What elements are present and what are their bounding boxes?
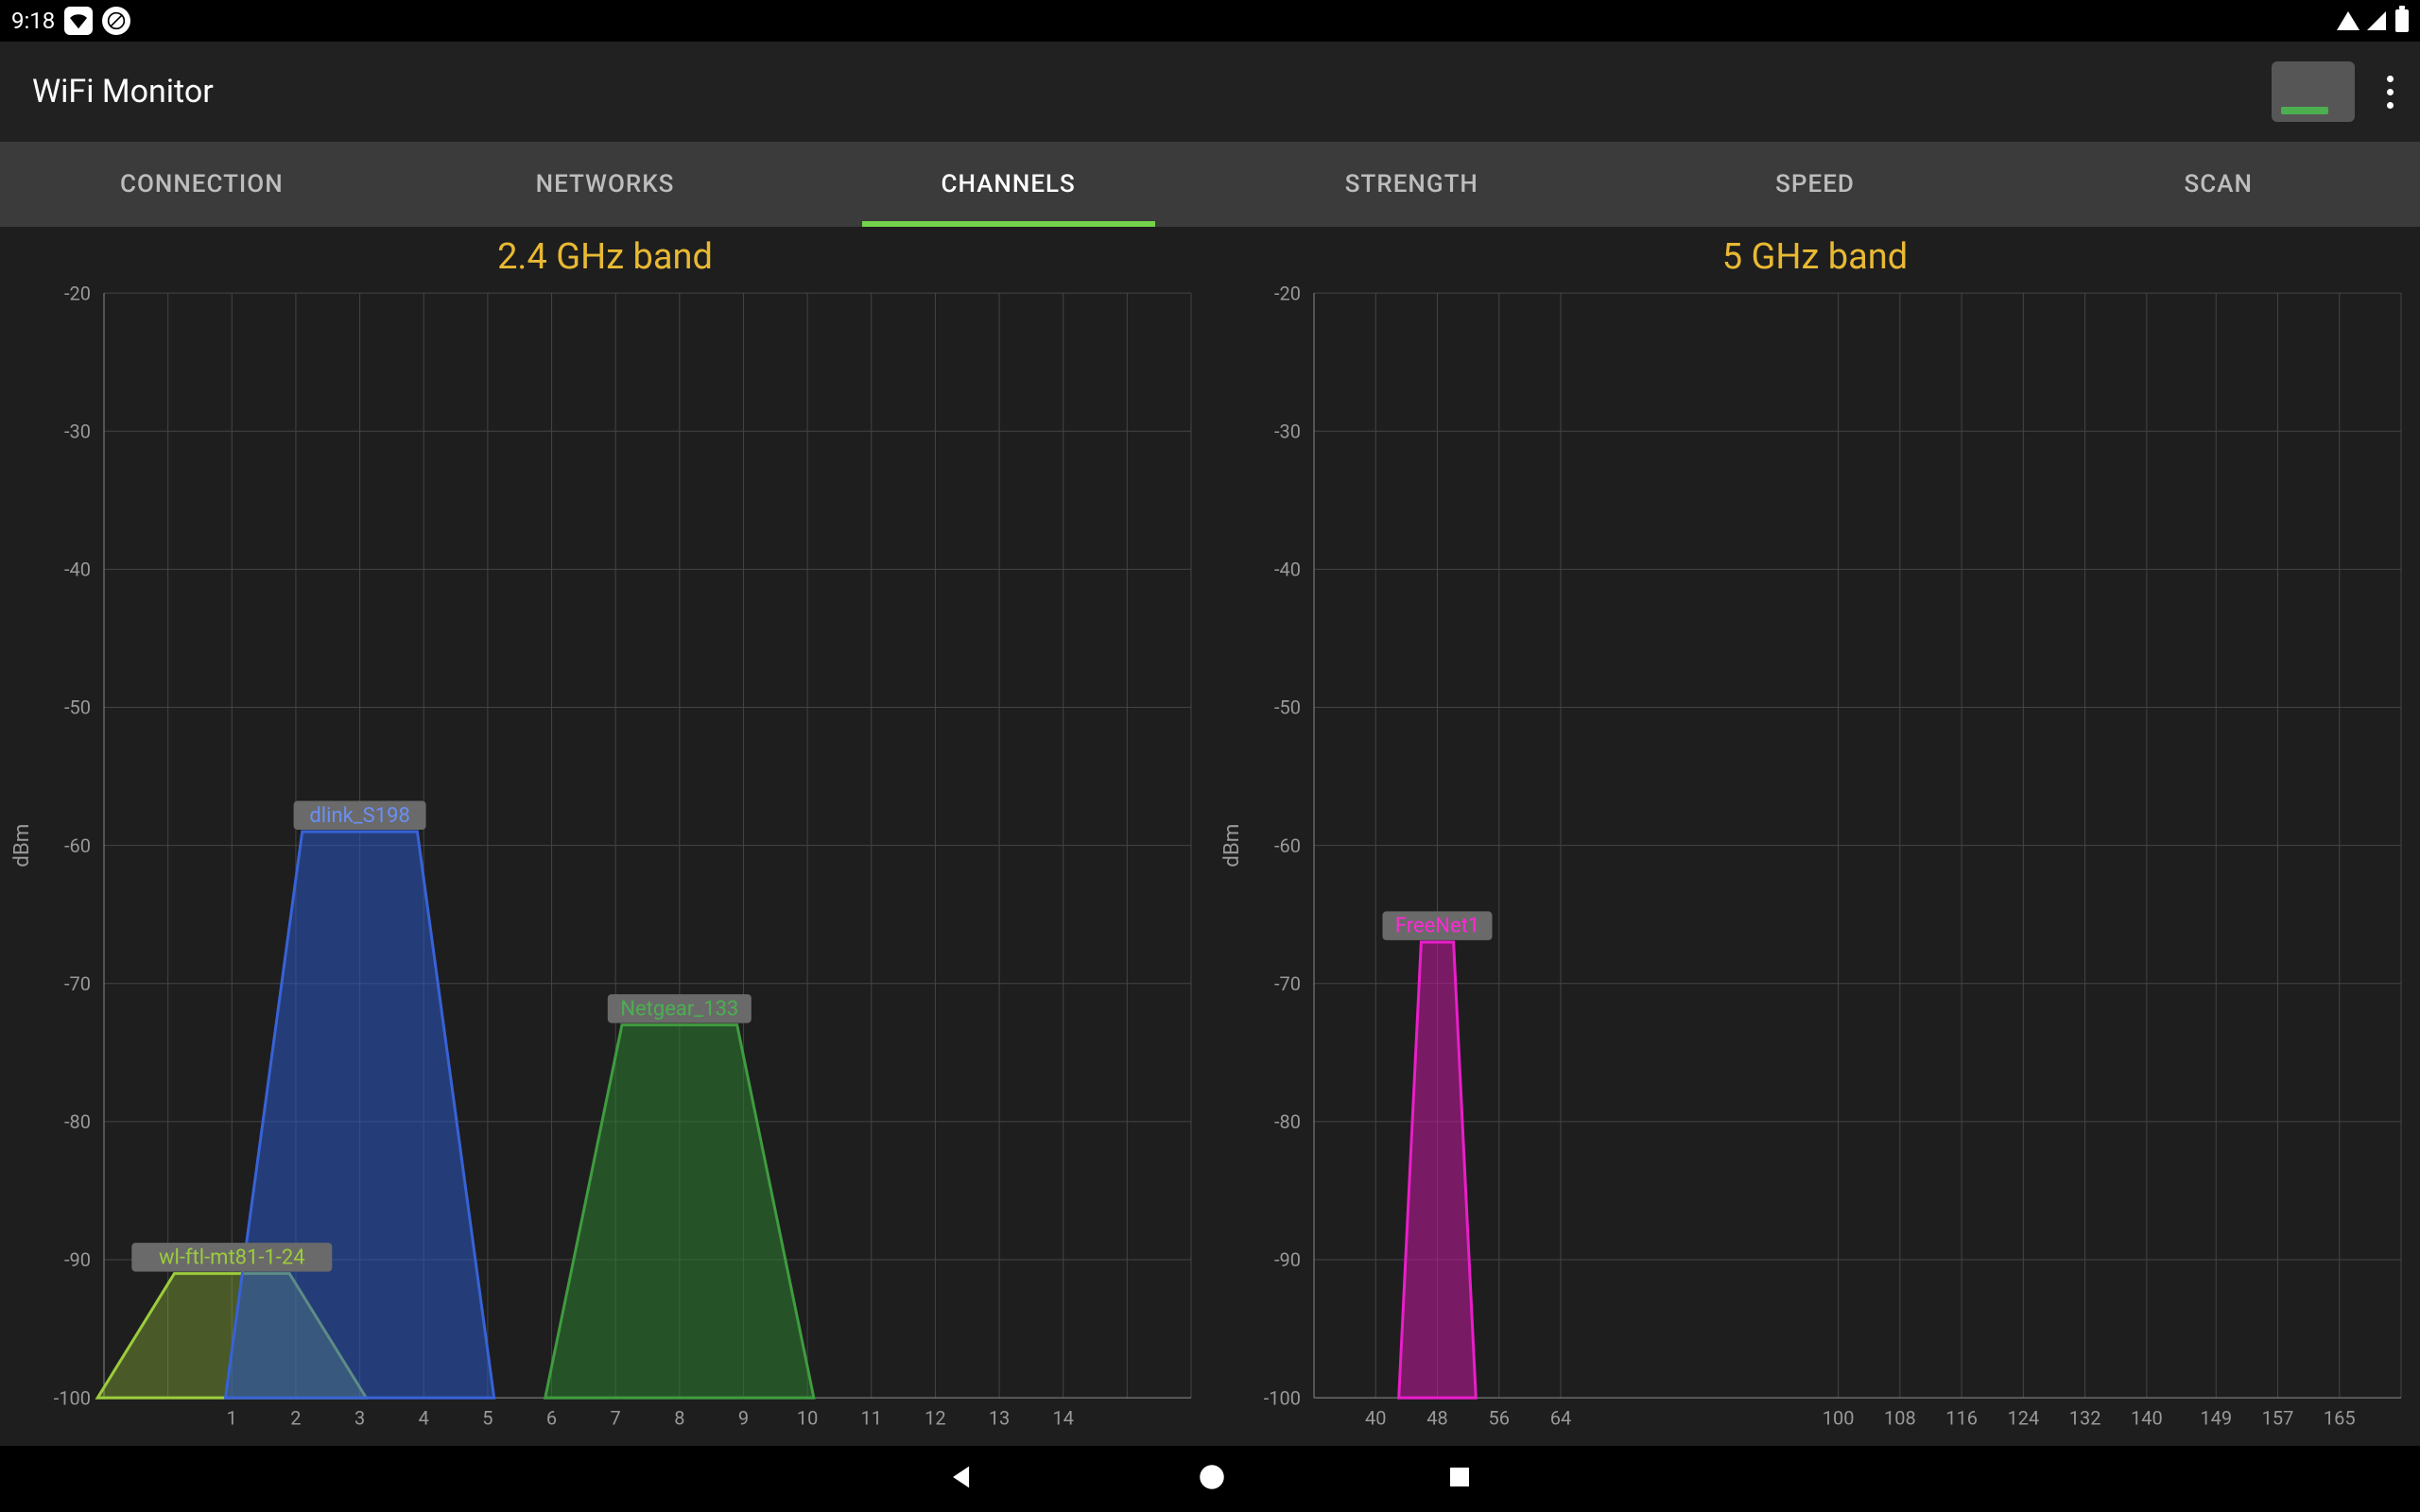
svg-text:-80: -80 [1274,1110,1301,1133]
svg-text:-60: -60 [1274,834,1301,857]
svg-text:5: 5 [482,1406,493,1429]
svg-text:2: 2 [290,1406,301,1429]
nav-home-button[interactable] [1196,1461,1228,1497]
cell-signal-icon [2367,11,2386,30]
wifi-settings-icon [64,7,93,35]
nav-back-button[interactable] [946,1461,978,1497]
svg-text:-70: -70 [64,972,91,995]
svg-text:6: 6 [546,1406,557,1429]
svg-text:10: 10 [797,1406,818,1429]
tab-channels[interactable]: CHANNELS [806,142,1210,227]
svg-text:3: 3 [354,1406,365,1429]
svg-text:100: 100 [1823,1406,1855,1429]
svg-text:1: 1 [227,1406,237,1429]
svg-text:157: 157 [2262,1406,2294,1429]
chart-24ghz: -100-90-80-70-60-50-40-30-20123456789101… [0,284,1210,1446]
svg-text:4: 4 [419,1406,429,1429]
svg-text:-90: -90 [1274,1248,1301,1271]
svg-text:13: 13 [989,1406,1010,1429]
svg-text:-30: -30 [1274,420,1301,442]
wifi-icon [2337,11,2360,30]
svg-text:108: 108 [1884,1406,1916,1429]
svg-text:-100: -100 [54,1386,91,1409]
svg-text:dBm: dBm [1219,824,1244,868]
svg-text:12: 12 [925,1406,945,1429]
svg-text:132: 132 [2069,1406,2101,1429]
content-area: 2.4 GHz band -100 -90 -80 -70 -60 -50 -40 -30 -2… [0,227,2420,1446]
svg-text:8: 8 [674,1406,684,1429]
tab-bar: CONNECTIONNETWORKSCHANNELSSTRENGTHSPEEDS… [0,142,2420,227]
svg-text:-90: -90 [64,1248,91,1271]
svg-text:Netgear_133: Netgear_133 [620,996,738,1021]
svg-text:116: 116 [1945,1406,1978,1429]
tab-networks[interactable]: NETWORKS [404,142,807,227]
svg-text:-100: -100 [1264,1386,1301,1409]
app-title: WiFi Monitor [32,73,214,111]
app-bar: WiFi Monitor [0,42,2420,142]
svg-text:-50: -50 [1274,696,1301,719]
svg-text:48: 48 [1426,1406,1447,1429]
svg-text:149: 149 [2200,1406,2232,1429]
svg-text:-60: -60 [64,834,91,857]
status-time: 9:18 [11,8,55,34]
svg-text:40: 40 [1365,1406,1386,1429]
svg-text:56: 56 [1489,1406,1510,1429]
svg-text:11: 11 [861,1406,882,1429]
signal-indicator-button[interactable] [2272,61,2355,122]
svg-text:124: 124 [2008,1406,2040,1429]
svg-text:wl-ftl-mt81-1-24: wl-ftl-mt81-1-24 [159,1245,305,1269]
svg-text:-50: -50 [64,696,91,719]
svg-text:9: 9 [738,1406,749,1429]
chart-title-5ghz: 5 GHz band [1722,236,1908,278]
tab-connection[interactable]: CONNECTION [0,142,404,227]
chart-panel-5ghz: 5 GHz band -100 -90 -80 -70 -60 -50 -40 -30 -20 4… [1210,236,2420,1446]
svg-text:-40: -40 [1274,558,1301,580]
svg-text:140: 140 [2131,1406,2163,1429]
svg-text:14: 14 [1052,1406,1073,1429]
overflow-menu-button[interactable] [2379,68,2401,116]
chart-title-24ghz: 2.4 GHz band [497,236,713,278]
nav-recents-button[interactable] [1445,1463,1474,1495]
svg-text:165: 165 [2324,1406,2356,1429]
svg-text:dBm: dBm [9,824,34,868]
svg-text:dlink_S198: dlink_S198 [309,803,409,828]
status-bar: 9:18 [0,0,2420,42]
nav-bar [0,1446,2420,1512]
battery-icon [2395,9,2409,32]
svg-text:7: 7 [611,1406,621,1429]
svg-text:-80: -80 [64,1110,91,1133]
tab-scan[interactable]: SCAN [2016,142,2420,227]
svg-text:FreeNet1: FreeNet1 [1395,914,1479,938]
tab-speed[interactable]: SPEED [1614,142,2017,227]
chart-5ghz: -100 -90 -80 -70 -60 -50 -40 -30 -20 40 48 56 64 100 1… [1210,284,2420,1446]
svg-text:-70: -70 [1274,972,1301,995]
no-data-icon [102,7,130,35]
svg-text:-20: -20 [64,284,91,304]
svg-text:-20: -20 [1274,284,1301,304]
svg-text:-30: -30 [64,420,91,442]
tab-strength[interactable]: STRENGTH [1210,142,1614,227]
svg-text:64: 64 [1550,1406,1571,1429]
svg-text:-40: -40 [64,558,91,580]
chart-panel-24ghz: 2.4 GHz band -100 -90 -80 -70 -60 -50 -40 -30 -2… [0,236,1210,1446]
